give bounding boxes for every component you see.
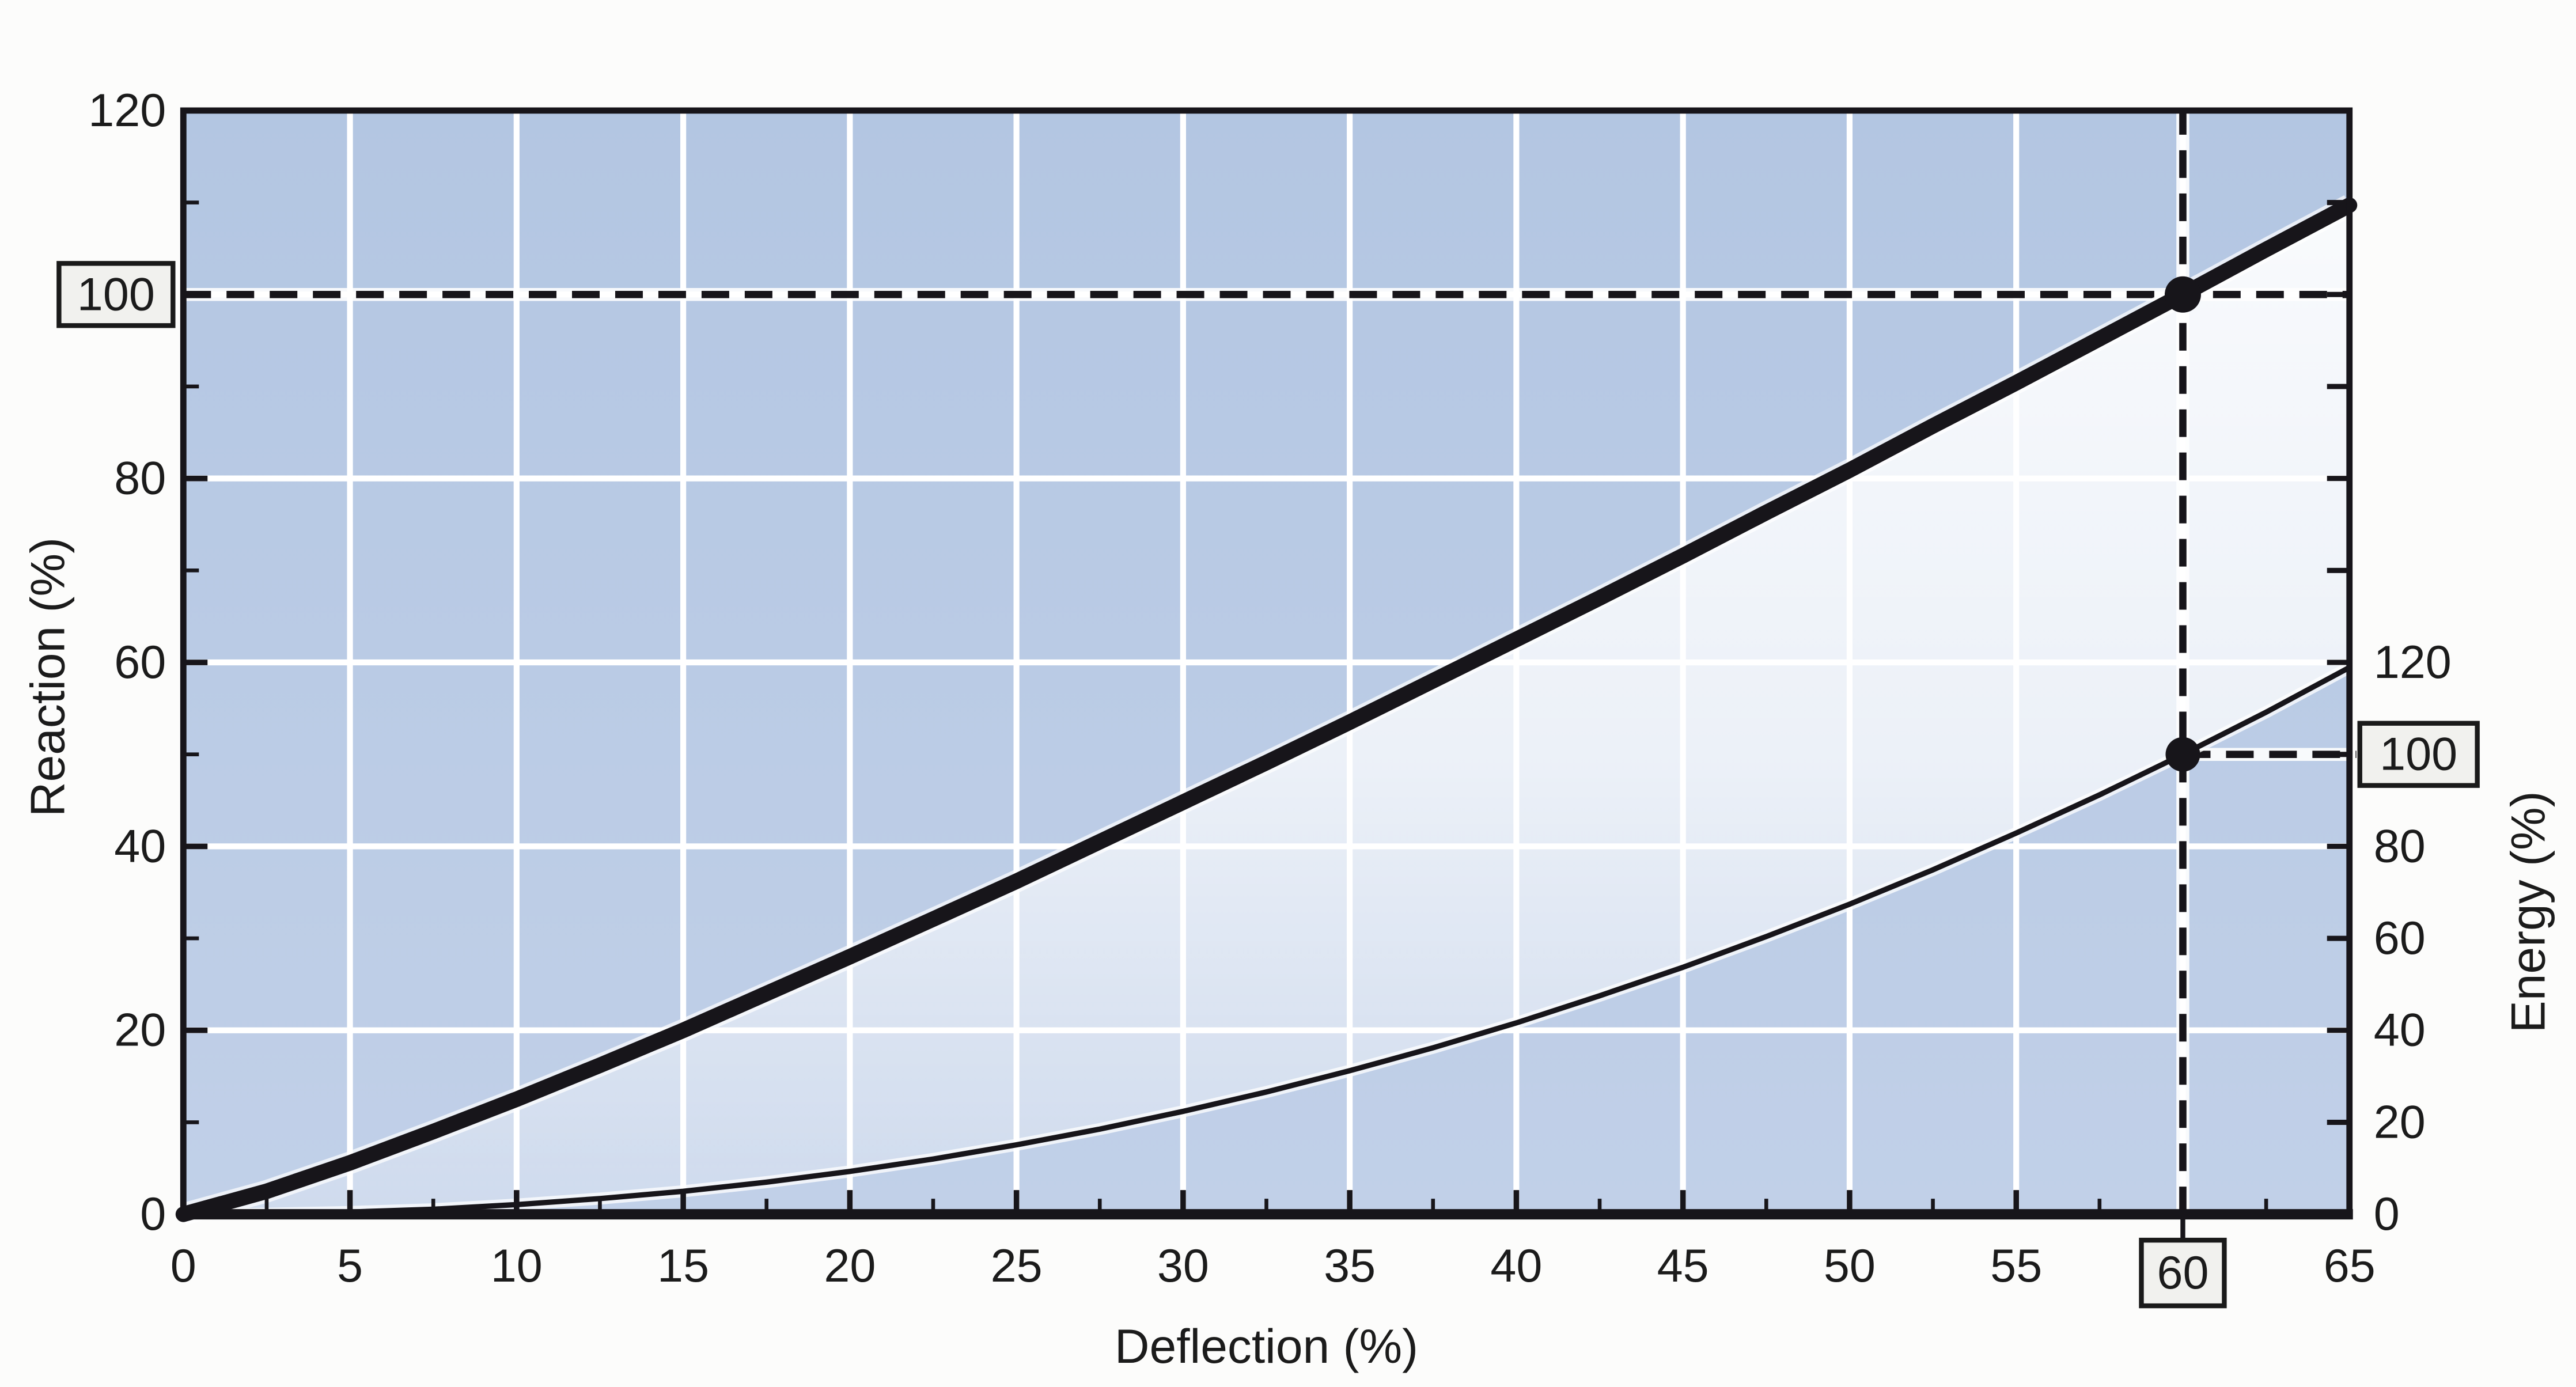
- energy-marker-dot: [2165, 737, 2200, 772]
- x-tick-label: 30: [1157, 1240, 1209, 1292]
- data-curves: [175, 195, 2358, 1225]
- left-tick-label: 20: [114, 1005, 166, 1056]
- left-tick-label: 40: [114, 820, 166, 872]
- plot-border: [180, 107, 2353, 1220]
- boxed-label-deflection-60: 60: [2139, 1237, 2227, 1309]
- right-tick-label: 80: [2374, 820, 2426, 872]
- x-tick-label: 10: [491, 1240, 543, 1292]
- left-tick-label: 80: [114, 453, 166, 505]
- left-tick-label: 120: [88, 85, 166, 137]
- reaction-curve: [175, 197, 2358, 1222]
- axis-tick-labels: 0 5 10 15 20 25 30 35 40 45 50 55 650204060801200204…: [88, 85, 2452, 1292]
- right-axis-title: Energy (%): [2501, 791, 2555, 1033]
- boxed-label-reaction-100: 100: [56, 261, 176, 328]
- marker-dots: [2164, 276, 2201, 772]
- x-tick-label: 15: [657, 1240, 709, 1292]
- between-curves-highlight-band: [183, 205, 2350, 1215]
- left-tick-label: 60: [114, 636, 166, 688]
- x-tick-label: 5: [337, 1240, 363, 1292]
- x-tick-label: 20: [824, 1240, 876, 1292]
- x-tick-label: 45: [1657, 1240, 1709, 1292]
- x-axis-title: Deflection (%): [1115, 1319, 1418, 1373]
- x-tick-label: 40: [1490, 1240, 1542, 1292]
- right-tick-label: 0: [2374, 1188, 2400, 1240]
- x-tick-label: 65: [2324, 1240, 2376, 1292]
- left-axis-title: Reaction (%): [20, 537, 74, 817]
- x-tick-label: 25: [991, 1240, 1043, 1292]
- x-tick-label: 35: [1324, 1240, 1376, 1292]
- x-tick-label: 0: [171, 1240, 196, 1292]
- x-tick-label: 55: [1990, 1240, 2042, 1292]
- band-between-curves: [183, 205, 2350, 1215]
- right-tick-label: 120: [2374, 636, 2452, 688]
- reaction-marker-dot: [2164, 276, 2201, 313]
- left-tick-label: 0: [140, 1188, 166, 1240]
- energy-curve: [180, 665, 2353, 1217]
- right-tick-label: 20: [2374, 1096, 2426, 1148]
- right-tick-label: 60: [2374, 912, 2426, 964]
- x-tick-label: 50: [1824, 1240, 1876, 1292]
- boxed-label-energy-100: 100: [2357, 721, 2480, 788]
- svg-text:60: 60: [2157, 1247, 2208, 1299]
- svg-text:100: 100: [77, 268, 155, 320]
- svg-text:100: 100: [2380, 729, 2457, 780]
- right-tick-label: 40: [2374, 1005, 2426, 1056]
